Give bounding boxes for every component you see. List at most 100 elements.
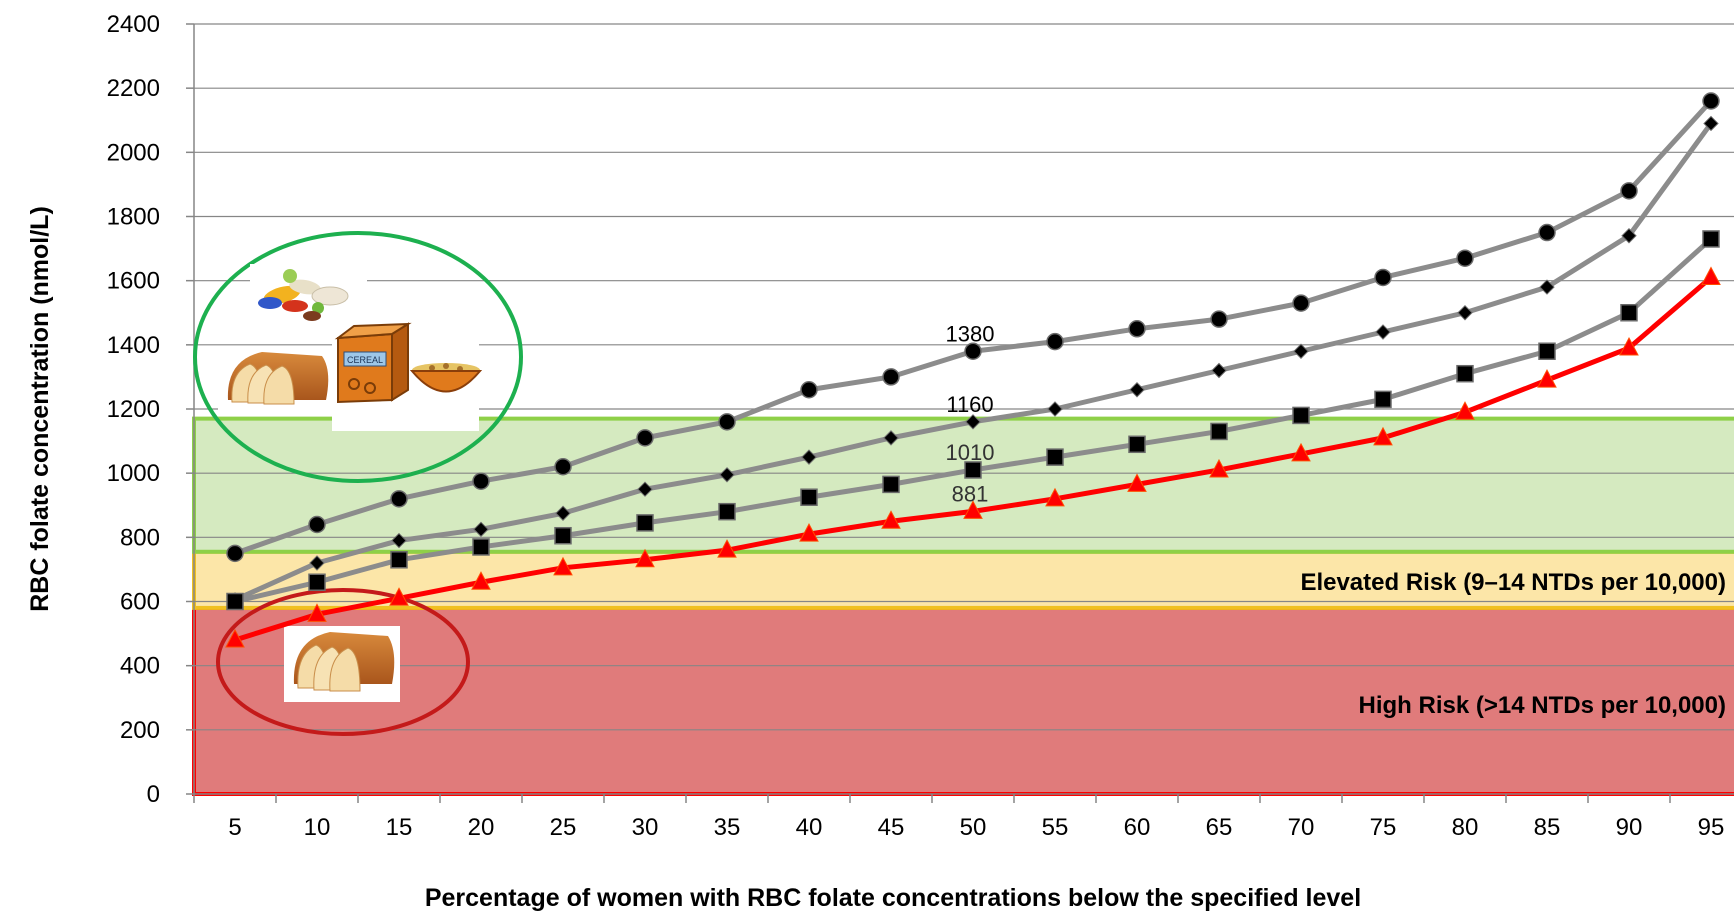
data-point-triangle <box>799 523 819 542</box>
y-axis-title: RBC folate concentration (nmol/L) <box>26 206 54 612</box>
data-point-diamond <box>1375 324 1391 340</box>
x-tick-label: 85 <box>1534 814 1561 841</box>
data-point-circle <box>1292 294 1310 312</box>
x-tick-label: 75 <box>1370 814 1397 841</box>
y-tick-label: 1400 <box>107 332 160 359</box>
data-point-diamond <box>1539 279 1555 295</box>
data-point-circle <box>1128 320 1146 338</box>
data-point-circle <box>636 429 654 447</box>
data-point-circle <box>882 368 900 386</box>
band-label-elevated: Elevated Risk (9–14 NTDs per 10,000) <box>1300 569 1726 596</box>
data-point-triangle <box>389 587 409 606</box>
data-point-triangle <box>471 571 491 590</box>
data-point-square <box>390 551 408 569</box>
data-point-triangle <box>1537 369 1557 388</box>
data-point-square <box>554 526 572 545</box>
data-point-square <box>1210 422 1228 441</box>
data-point-square <box>308 573 326 591</box>
y-tick-label: 1600 <box>107 268 160 295</box>
data-point-circle <box>390 490 408 508</box>
data-point-square <box>1374 390 1392 409</box>
x-tick-label: 60 <box>1124 814 1151 841</box>
x-tick-label: 30 <box>632 814 659 841</box>
data-point-circle <box>1210 310 1228 328</box>
bread-icon <box>284 626 400 702</box>
data-point-triangle <box>1619 336 1639 356</box>
x-tick-label: 50 <box>960 814 987 841</box>
x-tick-label: 15 <box>386 814 413 841</box>
x-tick-label: 45 <box>878 814 905 841</box>
y-tick-label: 0 <box>147 781 160 808</box>
data-point-diamond <box>555 505 571 521</box>
data-point-diamond <box>1129 382 1145 398</box>
band-elevated-risk <box>192 549 1734 610</box>
y-tick-label: 600 <box>120 589 160 616</box>
data-point-circle <box>472 472 490 490</box>
x-tick-labels: 5 10 15 20 25 30 35 40 45 50 55 60 65 70 75 80 85 90 95 <box>228 814 1724 841</box>
bread-only-group <box>216 588 470 736</box>
data-point-square <box>226 592 244 611</box>
data-point-diamond <box>637 481 653 497</box>
data-point-diamond <box>473 521 489 538</box>
data-point-square <box>718 502 736 521</box>
data-point-square <box>882 475 900 494</box>
data-point-triangle <box>1045 487 1065 507</box>
data-point-diamond <box>1457 305 1473 321</box>
data-point-triangle <box>635 548 655 568</box>
annotation-label: 1160 <box>946 392 993 417</box>
supplement-food-group: CEREAL <box>193 231 523 483</box>
y-tick-label: 2400 <box>107 11 160 38</box>
data-point-triangle <box>1701 266 1721 285</box>
y-tick-labels: 0 200 400 600 800 1000 1200 1400 1600 1800 2000 220… <box>107 11 160 808</box>
data-point-circle <box>308 515 326 534</box>
data-point-triangle <box>225 628 245 648</box>
data-point-square <box>1292 406 1310 425</box>
x-tick-label: 70 <box>1288 814 1315 841</box>
pills-icon <box>250 264 367 327</box>
data-point-triangle <box>881 510 901 529</box>
x-tick-label: 90 <box>1616 814 1643 841</box>
data-point-triangle <box>717 539 737 558</box>
y-tick-label: 1200 <box>107 396 160 423</box>
data-point-circle <box>1456 249 1474 267</box>
annotation-label: 881 <box>952 481 989 506</box>
data-point-diamond <box>1211 362 1227 379</box>
y-tick-label: 400 <box>120 653 160 680</box>
y-tick-label: 2000 <box>107 139 160 166</box>
cereal-box-text: CEREAL <box>347 355 383 365</box>
x-tick-label: 55 <box>1042 814 1069 841</box>
band-label-high: High Risk (>14 NTDs per 10,000) <box>1359 692 1726 719</box>
data-point-square <box>1128 435 1146 454</box>
data-point-triangle <box>1455 401 1475 420</box>
data-point-square <box>1456 364 1474 383</box>
data-point-circle <box>1046 332 1064 351</box>
y-tick-label: 800 <box>120 524 160 551</box>
data-point-square <box>1702 230 1720 248</box>
data-point-diamond <box>801 449 817 465</box>
x-tick-label: 40 <box>796 814 823 841</box>
data-point-circle <box>1538 223 1556 242</box>
data-point-triangle <box>1373 426 1393 446</box>
data-point-square <box>1620 304 1638 322</box>
x-tick-label: 35 <box>714 814 741 841</box>
data-point-triangle <box>1291 442 1311 462</box>
data-point-diamond <box>1621 228 1637 244</box>
y-tick-label: 2200 <box>107 75 160 102</box>
x-tick-label: 5 <box>228 814 241 841</box>
green-circle <box>193 231 523 483</box>
series-layer <box>225 92 1721 648</box>
annotation-label: 1380 <box>946 321 995 346</box>
data-point-circle <box>1374 268 1392 287</box>
data-point-diamond <box>719 467 735 483</box>
data-point-square <box>636 514 654 532</box>
annotations-layer: 1380 1160 1010 881 <box>946 321 995 506</box>
data-point-triangle <box>1127 473 1147 492</box>
data-point-circle <box>1702 92 1720 110</box>
data-point-circle <box>554 458 572 476</box>
data-point-circle <box>800 381 818 399</box>
data-point-square <box>1046 448 1064 466</box>
data-point-triangle <box>553 556 573 576</box>
data-point-circle <box>1620 182 1638 200</box>
red-circle <box>216 588 470 736</box>
